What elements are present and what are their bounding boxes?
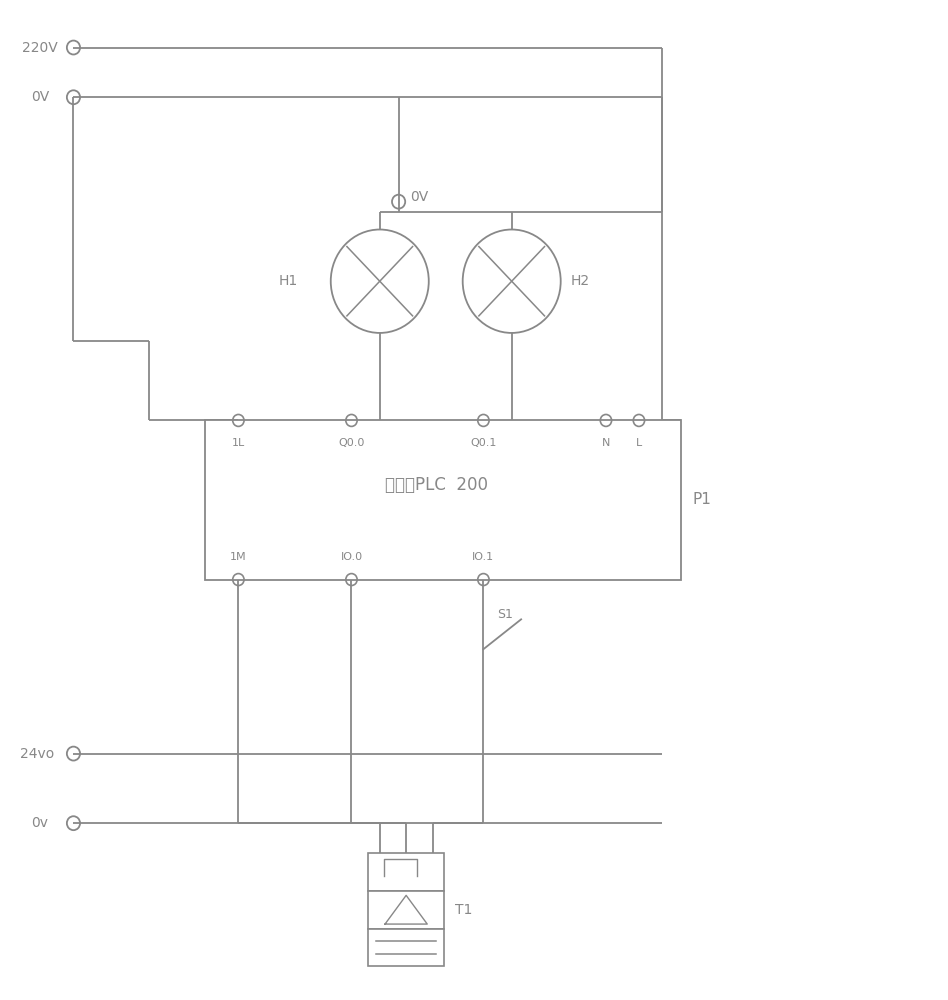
Text: H1: H1 [279, 274, 299, 288]
Text: H2: H2 [570, 274, 590, 288]
Text: 0V: 0V [410, 190, 428, 204]
Text: N: N [602, 438, 611, 448]
Text: 1M: 1M [230, 552, 246, 562]
Bar [206, 420, 682, 580]
Bar [369, 929, 444, 966]
Text: L: L [636, 438, 642, 448]
Text: 1L: 1L [231, 438, 245, 448]
Text: IO.0: IO.0 [340, 552, 362, 562]
Text: Q0.1: Q0.1 [470, 438, 497, 448]
Text: IO.1: IO.1 [472, 552, 495, 562]
Text: 24vo: 24vo [20, 747, 54, 761]
Text: Q0.0: Q0.0 [338, 438, 365, 448]
Text: S1: S1 [498, 608, 514, 621]
Bar [369, 853, 444, 891]
Text: 220V: 220V [22, 41, 58, 55]
Text: T1: T1 [455, 903, 472, 917]
Text: 0V: 0V [31, 90, 49, 104]
Text: 西门子PLC  200: 西门子PLC 200 [385, 476, 488, 494]
Text: 0v: 0v [31, 816, 48, 830]
Text: P1: P1 [693, 492, 712, 507]
Bar [369, 891, 444, 929]
